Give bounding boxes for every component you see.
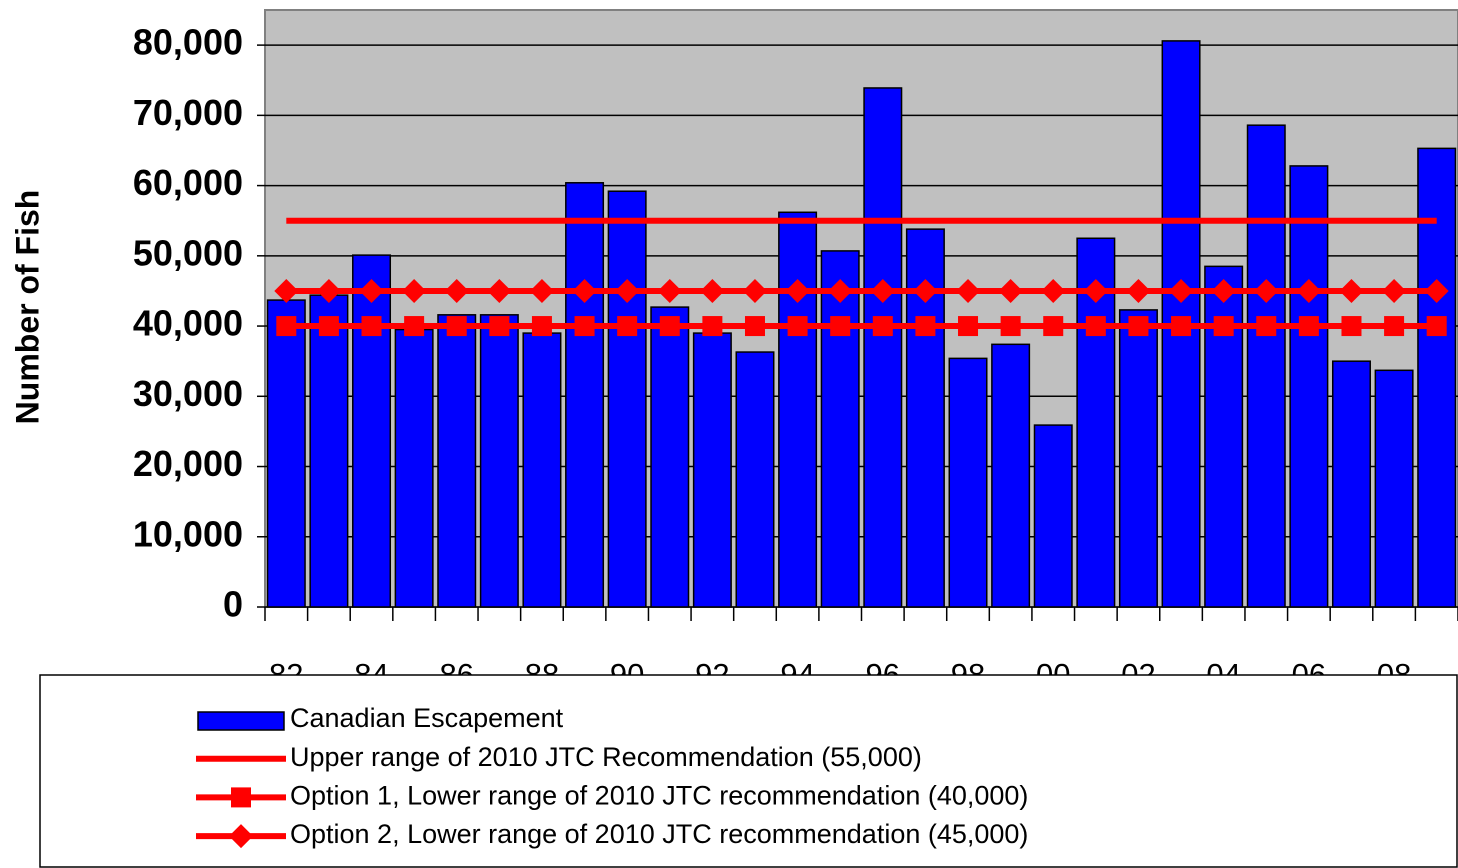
marker-diamond [870, 278, 895, 303]
marker-diamond [444, 278, 469, 303]
bar [522, 332, 562, 608]
marker-square [744, 316, 765, 337]
legend-label: Upper range of 2010 JTC Recommendation (… [290, 742, 922, 772]
marker-square [404, 316, 425, 337]
marker-square [1341, 316, 1362, 337]
bar [309, 294, 349, 608]
legend-label: Option 1, Lower range of 2010 JTC recomm… [290, 781, 1028, 811]
bar [352, 254, 392, 608]
marker-diamond [274, 278, 299, 303]
bar [1118, 309, 1158, 608]
bar [1033, 424, 1073, 608]
marker-square [1085, 316, 1106, 337]
bar [948, 357, 988, 608]
marker-diamond [1211, 278, 1236, 303]
marker-diamond [700, 278, 725, 303]
marker-diamond [1041, 278, 1066, 303]
marker-square [1298, 316, 1319, 337]
y-tick-label: 50,000 [133, 232, 243, 273]
marker-diamond [1424, 278, 1449, 303]
bar [820, 250, 860, 608]
marker-square [1128, 316, 1149, 337]
marker-square [446, 316, 467, 337]
marker-square [659, 316, 680, 337]
bar [565, 182, 605, 608]
marker-square [1426, 316, 1447, 337]
y-axis-label: Number of Fish [9, 190, 45, 425]
marker-square [830, 316, 851, 337]
bar [735, 351, 775, 608]
marker-diamond [1382, 278, 1407, 303]
y-tick-label: 40,000 [133, 303, 243, 344]
marker-diamond [828, 278, 853, 303]
marker-diamond [1254, 278, 1279, 303]
marker-diamond [956, 278, 981, 303]
marker-square [574, 316, 595, 337]
marker-square [531, 316, 552, 337]
marker-diamond [657, 278, 682, 303]
marker-diamond [785, 278, 810, 303]
marker-square [915, 316, 936, 337]
marker-diamond [487, 278, 512, 303]
bar [1417, 147, 1457, 608]
marker-square [276, 316, 297, 337]
y-tick-label: 80,000 [133, 22, 243, 63]
marker-square [617, 316, 638, 337]
legend-label: Option 2, Lower range of 2010 JTC recomm… [290, 819, 1028, 849]
y-tick-label: 0 [223, 584, 243, 625]
marker-diamond [316, 278, 341, 303]
bar [607, 190, 647, 608]
marker-square [1171, 316, 1192, 337]
bar [1289, 165, 1329, 608]
marker-square [318, 316, 339, 337]
marker-square [1000, 316, 1021, 337]
bar [437, 314, 477, 608]
y-tick-label: 70,000 [133, 92, 243, 133]
bar [394, 328, 434, 608]
bar [1331, 360, 1371, 608]
marker-diamond [615, 278, 640, 303]
marker-diamond [1339, 278, 1364, 303]
bar [650, 306, 690, 608]
marker-diamond [359, 278, 384, 303]
marker-diamond [529, 278, 554, 303]
marker-diamond [998, 278, 1023, 303]
marker-square [1384, 316, 1405, 337]
bar [1374, 369, 1414, 608]
marker-diamond [572, 278, 597, 303]
marker-diamond [402, 278, 427, 303]
marker-diamond [913, 278, 938, 303]
marker-square [787, 316, 808, 337]
y-tick-label: 20,000 [133, 443, 243, 484]
bar [692, 332, 732, 608]
marker-square [1256, 316, 1277, 337]
marker-square [1213, 316, 1234, 337]
marker-diamond [1126, 278, 1151, 303]
y-tick-label: 60,000 [133, 162, 243, 203]
marker-diamond [1169, 278, 1194, 303]
marker-square [702, 316, 723, 337]
marker-square [231, 787, 251, 808]
marker-square [1043, 316, 1064, 337]
bar [266, 299, 306, 608]
y-tick-label: 30,000 [133, 373, 243, 414]
bar [778, 211, 818, 608]
legend-swatch [197, 711, 285, 731]
bar [1246, 124, 1286, 608]
marker-diamond [1296, 278, 1321, 303]
bar [991, 343, 1031, 608]
bar [863, 87, 903, 608]
marker-square [872, 316, 893, 337]
legend-label: Canadian Escapement [290, 703, 564, 733]
marker-square [489, 316, 510, 337]
marker-diamond [1083, 278, 1108, 303]
bar [479, 314, 519, 608]
marker-square [361, 316, 382, 337]
marker-square [958, 316, 979, 337]
y-tick-label: 10,000 [133, 513, 243, 554]
marker-diamond [229, 824, 253, 849]
marker-diamond [742, 278, 767, 303]
